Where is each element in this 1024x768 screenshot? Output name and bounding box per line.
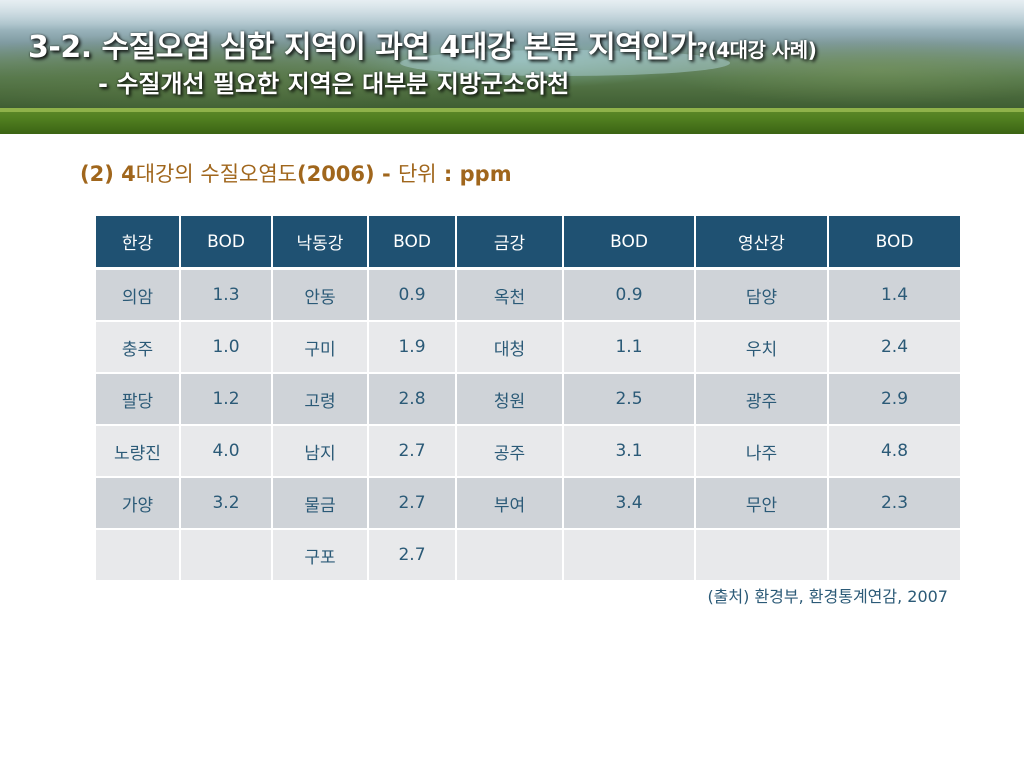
table-cell: 청원 <box>456 373 564 426</box>
column-header: BOD <box>368 216 457 270</box>
source-note: (출처) 환경부, 환경통계연감, 2007 <box>707 587 948 606</box>
table-cell: 1.1 <box>563 321 696 374</box>
table-cell: 대청 <box>456 321 564 374</box>
table-cell: 가양 <box>96 477 181 530</box>
caption-part1: 대강의 수질오염도 <box>135 162 297 186</box>
table-cell: 3.1 <box>563 425 696 478</box>
table-cell: 4.8 <box>828 425 960 478</box>
header-green-strip-highlight <box>0 108 1024 112</box>
table-cell: 물금 <box>272 477 369 530</box>
table-cell <box>563 529 696 582</box>
table-cell: 3.4 <box>563 477 696 530</box>
table-cell: 광주 <box>695 373 829 426</box>
table-cell <box>456 529 564 582</box>
table-cell: 옥천 <box>456 268 564 322</box>
column-header: 한강 <box>96 216 181 270</box>
header-banner-image <box>0 0 1024 108</box>
slide-title-line2: - 수질개선 필요한 지역은 대부분 지방군소하천 <box>98 70 570 98</box>
water-quality-table: 한강 BOD 낙동강 BOD 금강 BOD 영산강 BOD 의암 1.3 안동 … <box>96 216 960 582</box>
header-green-strip <box>0 108 1024 134</box>
table-cell: 충주 <box>96 321 181 374</box>
table-cell <box>180 529 273 582</box>
table-cell: 나주 <box>695 425 829 478</box>
table-cell: 팔당 <box>96 373 181 426</box>
table-row: 구포 2.7 <box>96 529 960 582</box>
table-row: 노량진 4.0 남지 2.7 공주 3.1 나주 4.8 <box>96 425 960 478</box>
table-cell: 2.8 <box>368 373 457 426</box>
table-cell: 우치 <box>695 321 829 374</box>
slide-title-main: 3-2. 수질오염 심한 지역이 과연 4대강 본류 지역인가 <box>28 30 697 65</box>
table-cell: 3.2 <box>180 477 273 530</box>
table-cell: 2.7 <box>368 425 457 478</box>
table-row: 충주 1.0 구미 1.9 대청 1.1 우치 2.4 <box>96 321 960 374</box>
table-cell: 고령 <box>272 373 369 426</box>
caption-year: (2006) - <box>296 162 398 186</box>
table-cell <box>828 529 960 582</box>
table-cell: 1.0 <box>180 321 273 374</box>
table-cell: 2.5 <box>563 373 696 426</box>
table-header-row: 한강 BOD 낙동강 BOD 금강 BOD 영산강 BOD <box>96 216 960 270</box>
table-cell: 무안 <box>695 477 829 530</box>
column-header: BOD <box>180 216 273 270</box>
table-cell <box>96 529 181 582</box>
table-caption: (2) 4대강의 수질오염도(2006) - 단위 : ppm <box>80 158 512 188</box>
table-cell <box>695 529 829 582</box>
table-cell: 2.7 <box>368 477 457 530</box>
table-cell: 의암 <box>96 268 181 322</box>
table-cell: 1.9 <box>368 321 457 374</box>
table-cell: 2.3 <box>828 477 960 530</box>
table-cell: 노량진 <box>96 425 181 478</box>
column-header: 영산강 <box>695 216 829 270</box>
column-header: BOD <box>828 216 960 270</box>
table-cell: 구미 <box>272 321 369 374</box>
table-cell: 남지 <box>272 425 369 478</box>
slide-title: 3-2. 수질오염 심한 지역이 과연 4대강 본류 지역인가?(4대강 사례) <box>28 22 817 66</box>
banner-sky <box>0 0 1024 30</box>
column-header: 금강 <box>456 216 564 270</box>
table-cell: 1.2 <box>180 373 273 426</box>
table-cell: 담양 <box>695 268 829 322</box>
table-cell: 구포 <box>272 529 369 582</box>
table-row: 팔당 1.2 고령 2.8 청원 2.5 광주 2.9 <box>96 373 960 426</box>
table-cell: 안동 <box>272 268 369 322</box>
table-cell: 공주 <box>456 425 564 478</box>
table-cell: 부여 <box>456 477 564 530</box>
table-cell: 1.4 <box>828 268 960 322</box>
banner-river <box>400 50 730 76</box>
table-row: 가양 3.2 물금 2.7 부여 3.4 무안 2.3 <box>96 477 960 530</box>
slide-title-suffix: ?(4대강 사례) <box>696 38 817 62</box>
table-cell: 0.9 <box>563 268 696 322</box>
table-cell: 2.7 <box>368 529 457 582</box>
caption-unit: : ppm <box>436 162 512 186</box>
table-row: 의암 1.3 안동 0.9 옥천 0.9 담양 1.4 <box>96 268 960 322</box>
table-cell: 2.4 <box>828 321 960 374</box>
column-header: BOD <box>563 216 696 270</box>
caption-part2: 단위 <box>397 162 437 186</box>
caption-prefix: (2) 4 <box>80 162 136 186</box>
column-header: 낙동강 <box>272 216 369 270</box>
table-cell: 1.3 <box>180 268 273 322</box>
table-cell: 4.0 <box>180 425 273 478</box>
table-cell: 2.9 <box>828 373 960 426</box>
table-cell: 0.9 <box>368 268 457 322</box>
